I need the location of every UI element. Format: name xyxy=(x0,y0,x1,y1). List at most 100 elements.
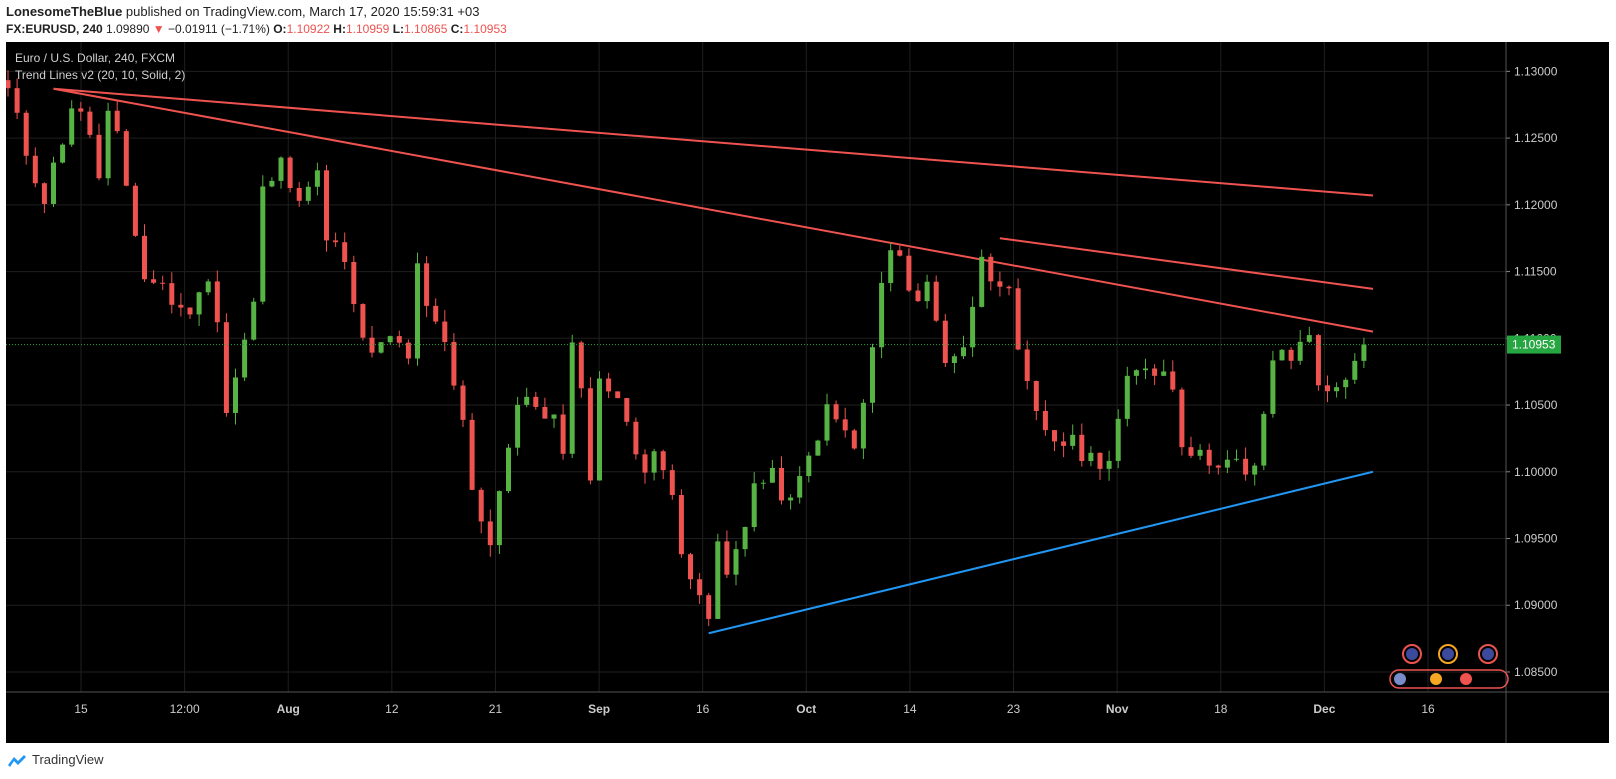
last-price-label: 1.10953 xyxy=(1512,338,1556,352)
publish-info: LonesomeTheBlue published on TradingView… xyxy=(6,4,479,19)
candle-body xyxy=(1306,335,1312,342)
candle-body xyxy=(760,482,766,484)
candle-body xyxy=(14,88,20,113)
candle-body xyxy=(988,256,994,282)
event-group-icon xyxy=(1389,669,1509,689)
y-tick-label: 1.09500 xyxy=(1514,532,1558,546)
candle-body xyxy=(1042,410,1048,431)
candle-body xyxy=(205,281,211,293)
event-icons xyxy=(1389,644,1509,689)
candle-body xyxy=(1143,368,1148,371)
candle-body xyxy=(1052,430,1057,442)
chart-title: Euro / U.S. Dollar, 240, FXCM xyxy=(15,51,175,65)
candle-body xyxy=(806,455,812,477)
candle-body xyxy=(578,342,584,389)
candle-body xyxy=(460,385,466,420)
candle-body xyxy=(915,290,921,302)
event-flag-icon xyxy=(1478,644,1498,664)
change-value: −0.01911 (−1.71%) xyxy=(168,22,270,36)
candle-body xyxy=(742,527,748,550)
candle-body xyxy=(560,414,566,454)
candle-body xyxy=(1243,458,1249,475)
candle-body xyxy=(369,337,375,353)
candle-body xyxy=(105,110,111,179)
x-tick-label: 18 xyxy=(1214,702,1228,716)
event-flag-icon xyxy=(1402,644,1422,664)
candle-body xyxy=(1106,460,1112,469)
chart-svg[interactable]: 1.130001.125001.120001.115001.110001.105… xyxy=(5,42,1609,743)
brand-name[interactable]: TradingView xyxy=(32,752,104,767)
candle-body xyxy=(1288,349,1294,361)
close-value: 1.10953 xyxy=(463,22,507,36)
candle-body xyxy=(551,414,557,419)
trendline-resistance-long xyxy=(53,87,1374,197)
candle-body xyxy=(233,377,238,413)
candle-body xyxy=(1033,381,1039,411)
candle-body xyxy=(333,240,339,243)
publish-text: published on TradingView.com, March 17, … xyxy=(125,4,480,19)
candle-body xyxy=(797,476,803,498)
candle-body xyxy=(269,180,275,187)
candle-body xyxy=(142,235,147,280)
trendline-support xyxy=(708,470,1374,635)
candle-body xyxy=(469,419,475,490)
candle-body xyxy=(924,281,930,302)
low-value: 1.10865 xyxy=(404,22,448,36)
open-label: O: xyxy=(273,22,287,36)
candle-body xyxy=(897,250,903,256)
candle-body xyxy=(114,110,120,132)
candle-body xyxy=(5,80,11,89)
author-name[interactable]: LonesomeTheBlue xyxy=(6,4,123,19)
candle-body xyxy=(515,404,521,448)
candle-body xyxy=(196,292,202,315)
candle-body xyxy=(788,497,794,501)
x-tick-label: 12 xyxy=(385,702,399,716)
x-tick-label: 14 xyxy=(903,702,917,716)
eu-flag-icon xyxy=(1442,648,1454,660)
candle-body xyxy=(378,342,384,353)
candle-body xyxy=(1297,341,1303,361)
candle-body xyxy=(1170,371,1176,390)
x-tick-label: 16 xyxy=(696,702,710,716)
candle-body xyxy=(724,541,730,575)
candle-body xyxy=(151,279,157,283)
candle-body xyxy=(697,579,703,596)
candle-body xyxy=(324,170,329,241)
high-label: H: xyxy=(333,22,346,36)
open-value: 1.10922 xyxy=(286,22,330,36)
candle-body xyxy=(1097,452,1103,469)
candle-body xyxy=(278,157,284,181)
candle-body xyxy=(606,378,612,392)
candle-body xyxy=(1361,344,1367,361)
candle-body xyxy=(542,406,548,419)
candle-body xyxy=(524,396,530,405)
candle-body xyxy=(405,342,411,359)
candle-body xyxy=(214,281,220,323)
axes: 1.130001.125001.120001.115001.110001.105… xyxy=(6,42,1609,743)
candle-body xyxy=(624,398,630,422)
candle-body xyxy=(442,321,448,343)
candle-body xyxy=(779,467,784,501)
trend-lines xyxy=(53,87,1374,635)
x-tick-label: 15 xyxy=(74,702,88,716)
candle-body xyxy=(669,470,675,496)
candle-body xyxy=(396,336,402,343)
x-tick-label: 23 xyxy=(1007,702,1021,716)
candle-body xyxy=(751,483,757,528)
candle-body xyxy=(1206,449,1212,466)
candle-body xyxy=(533,396,539,407)
candle-body xyxy=(870,347,875,403)
candle-body xyxy=(1070,434,1076,446)
candle-body xyxy=(851,430,857,449)
candle-body xyxy=(933,281,939,321)
candle-body xyxy=(1352,360,1358,380)
candle-body xyxy=(587,388,593,481)
tradingview-logo-icon[interactable] xyxy=(6,753,28,767)
candle-body xyxy=(487,521,493,546)
candle-body xyxy=(223,322,229,413)
down-arrow-icon: ▼ xyxy=(152,22,165,36)
chart-frame[interactable]: 1.130001.125001.120001.115001.110001.105… xyxy=(5,42,1609,743)
candle-body xyxy=(287,157,293,189)
candle-body xyxy=(660,451,666,471)
indicator-label: Trend Lines v2 (20, 10, Solid, 2) xyxy=(15,68,185,82)
